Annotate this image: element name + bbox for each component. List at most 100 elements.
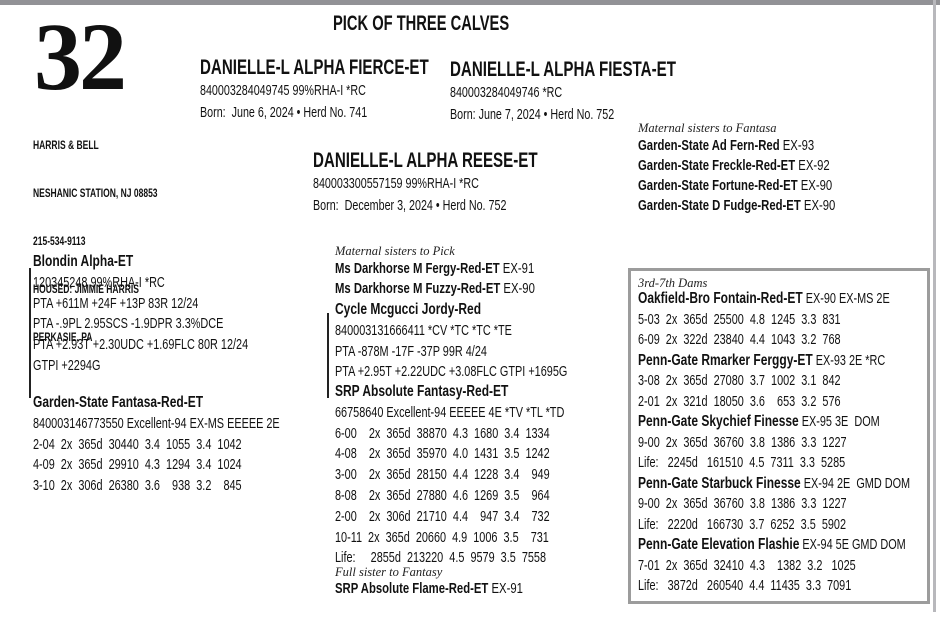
calf-id: 840003300557159 99%RHA-I *RC [313, 176, 479, 192]
calf-fiesta: DANIELLE-L ALPHA FIESTA-ET 8400032840497… [450, 58, 764, 126]
record-line: 9-00 2x 365d 36760 3.8 1386 3.3 1227 [638, 496, 847, 512]
sister-item: Garden-State Freckle-Red-ET EX-92 [638, 156, 835, 176]
sister-item: Ms Darkhorse M Fuzzy-Red-ET EX-90 [335, 279, 535, 299]
sister-score: EX-93 [782, 138, 815, 154]
pick-sisters-list: Ms Darkhorse M Fergy-Red-ET EX-91 Ms Dark… [335, 259, 535, 299]
sister-score: EX-90 [803, 198, 836, 214]
sister-name: Garden-State Fortune-Red-ET [638, 178, 798, 194]
dams-box-heading: 3rd-7th Dams [638, 276, 708, 290]
sister-item: Garden-State D Fudge-Red-ET EX-90 [638, 196, 835, 216]
calf-id: 840003284049746 *RC [450, 85, 563, 101]
calf-born: Born: June 6, 2024 • Herd No. 741 [200, 105, 368, 121]
record-line: 66758640 Excellent-94 EEEEE 4E *TV *TL *… [335, 404, 565, 421]
lot-number: 32 [34, 3, 127, 110]
calf-reese: DANIELLE-L ALPHA REESE-ET 84000330055715… [313, 149, 625, 217]
record-line: 6-00 2x 365d 38870 4.3 1680 3.4 1334 [335, 425, 550, 442]
sister-score: EX-90 [800, 178, 833, 194]
sister-name: Garden-State Ad Fern-Red [638, 138, 780, 154]
fantasa-sisters-heading: Maternal sisters to Fantasa [638, 121, 777, 135]
record-line: Life: 3872d 260540 4.4 11435 3.3 7091 [638, 578, 852, 594]
animal-name: SRP Absolute Fantasy-Red-ET [335, 382, 564, 403]
granddam-block: SRP Absolute Fantasy-Red-ET 66758640 Exce… [335, 382, 564, 569]
consignor-info: HARRIS & BELL NESHANIC STATION, NJ 08853… [33, 106, 158, 362]
record-line: 2-00 2x 306d 21710 4.4 947 3.4 732 [335, 508, 550, 525]
consignor-phone: 215-534-9113 [33, 236, 86, 248]
pedigree-bracket [327, 313, 329, 398]
dam-entry: Oakfield-Bro Fontain-Red-ET EX-90 EX-MS … [638, 289, 910, 310]
record-line: 3-00 2x 365d 28150 4.4 1228 3.4 949 [335, 467, 550, 484]
animal-name: Garden-State Fantasa-Red-ET [33, 393, 280, 414]
sister-score: EX-91 [502, 261, 535, 277]
sister-name: Ms Darkhorse M Fergy-Red-ET [335, 261, 500, 277]
sire-block: Blondin Alpha-ET 120345248 99%RHA-I *RC PT… [33, 252, 248, 377]
calf-id: 840003284049745 99%RHA-I *RC [200, 83, 366, 99]
sister-name: Garden-State D Fudge-Red-ET [638, 198, 801, 214]
dam-name: Penn-Gate Elevation Flashie [638, 536, 800, 553]
record-line: 10-11 2x 365d 20660 4.9 1006 3.5 731 [335, 529, 549, 546]
sister-item: Garden-State Ad Fern-Red EX-93 [638, 136, 835, 156]
record-line: 2-01 2x 321d 18050 3.6 653 3.2 576 [638, 393, 841, 410]
dam-entry: Penn-Gate Rmarker Ferggy-ET EX-93 2E *RC [638, 351, 910, 372]
animal-name: Cycle Mcgucci Jordy-Red [335, 300, 567, 321]
record-line: PTA +2.95T +2.22UDC +3.08FLC GTPI +1695G [335, 364, 568, 381]
calf-name: DANIELLE-L ALPHA REESE-ET [313, 149, 538, 172]
record-line: 9-00 2x 365d 36760 3.8 1386 3.3 1227 [638, 434, 847, 451]
calf-born: Born: June 7, 2024 • Herd No. 752 [450, 107, 615, 123]
record-line: 840003146773550 Excellent-94 EX-MS EEEEE… [33, 415, 280, 432]
dam-name: Penn-Gate Skychief Finesse [638, 413, 799, 430]
consignor-name: HARRIS & BELL [33, 140, 99, 152]
calf-born: Born: December 3, 2024 • Herd No. 752 [313, 198, 507, 214]
animal-name-text: Cycle Mcgucci Jordy-Red [335, 301, 482, 318]
dam-name: Penn-Gate Starbuck Finesse [638, 474, 801, 492]
pedigree-bracket [29, 268, 31, 398]
consignor-housed-location: PERKASIE, PA [33, 332, 93, 344]
sister-name: Garden-State Freckle-Red-ET [638, 158, 796, 174]
calf-name: DANIELLE-L ALPHA FIERCE-ET [200, 56, 429, 79]
record-line: Life: 2855d 213220 4.5 9579 3.5 7558 [335, 550, 547, 567]
animal-name-text: Blondin Alpha-ET [33, 253, 134, 270]
dam-score: EX-94 5E GMD DOM [802, 537, 906, 553]
record-line: 6-09 2x 322d 23840 4.4 1043 3.2 768 [638, 332, 841, 348]
record-line: Life: 2245d 161510 4.5 7311 3.3 5285 [638, 455, 846, 471]
record-line: PTA -.9PL 2.95SCS -1.9DPR 3.3%DCE [33, 316, 224, 333]
fantasa-sisters-list: Garden-State Ad Fern-Red EX-93 Garden-Sta… [638, 136, 835, 216]
consignor-housed: HOUSED: JIMMIE HARRIS [33, 284, 139, 296]
dam-entry: Penn-Gate Starbuck Finesse EX-94 2E GMD … [638, 474, 910, 495]
sister-item: Garden-State Fortune-Red-ET EX-90 [638, 176, 835, 196]
dam-name: Oakfield-Bro Fontain-Red-ET [638, 290, 803, 307]
sister-score: EX-90 [503, 281, 535, 297]
record-line: 840003131666411 *CV *TC *TC *TE [335, 322, 512, 339]
record-line: GTPI +2294G [33, 357, 101, 374]
dam-entry: Penn-Gate Elevation Flashie EX-94 5E GMD… [638, 535, 910, 556]
dam-name: Penn-Gate Rmarker Ferggy-ET [638, 351, 813, 369]
record-line: 7-01 2x 365d 32410 4.3 1382 3.2 1025 [638, 557, 856, 574]
record-line: PTA +2.93T +2.30UDC +1.69FLC 80R 12/24 [33, 337, 249, 354]
calf-fierce: DANIELLE-L ALPHA FIERCE-ET 8400032840497… [200, 56, 518, 124]
sister-score: EX-92 [798, 158, 830, 174]
record-line: 4-09 2x 365d 29910 4.3 1294 3.4 1024 [33, 457, 242, 474]
record-line: PTA +611M +24F +13P 83R 12/24 [33, 295, 199, 312]
dams-box [628, 268, 930, 604]
dams-list: Oakfield-Bro Fontain-Red-ET EX-90 EX-MS … [638, 289, 910, 597]
page-title: PICK OF THREE CALVES [333, 12, 510, 35]
record-line: 2-04 2x 365d 30440 3.4 1055 3.4 1042 [33, 436, 242, 453]
dam-score: EX-93 2E *RC [815, 352, 886, 369]
top-border [0, 0, 940, 5]
maternal-grandsire-block: Cycle Mcgucci Jordy-Red 840003131666411 *… [335, 300, 567, 383]
sister-name: Ms Darkhorse M Fuzzy-Red-ET [335, 281, 501, 297]
calf-name: DANIELLE-L ALPHA FIESTA-ET [450, 58, 676, 81]
record-line: 3-08 2x 365d 27080 3.7 1002 3.1 842 [638, 373, 841, 389]
right-border [933, 0, 936, 612]
record-line: 120345248 99%RHA-I *RC [33, 274, 165, 291]
record-line: PTA -878M -17F -37P 99R 4/24 [335, 343, 487, 360]
full-sister-heading: Full sister to Fantasy [335, 565, 443, 579]
record-line: Life: 2220d 166730 3.7 6252 3.5 5902 [638, 516, 847, 533]
consignor-location: NESHANIC STATION, NJ 08853 [33, 188, 158, 200]
record-line: 8-08 2x 365d 27880 4.6 1269 3.5 964 [335, 487, 550, 504]
dam-entry: Penn-Gate Skychief Finesse EX-95 3E DOM [638, 412, 910, 433]
dam-score: EX-94 2E GMD DOM [803, 475, 911, 492]
animal-name-text: SRP Absolute Fantasy-Red-ET [335, 383, 509, 400]
animal-name: Blondin Alpha-ET [33, 252, 248, 273]
dam-score: EX-95 3E DOM [801, 414, 880, 430]
record-line: 3-10 2x 306d 26380 3.6 938 3.2 845 [33, 478, 242, 495]
